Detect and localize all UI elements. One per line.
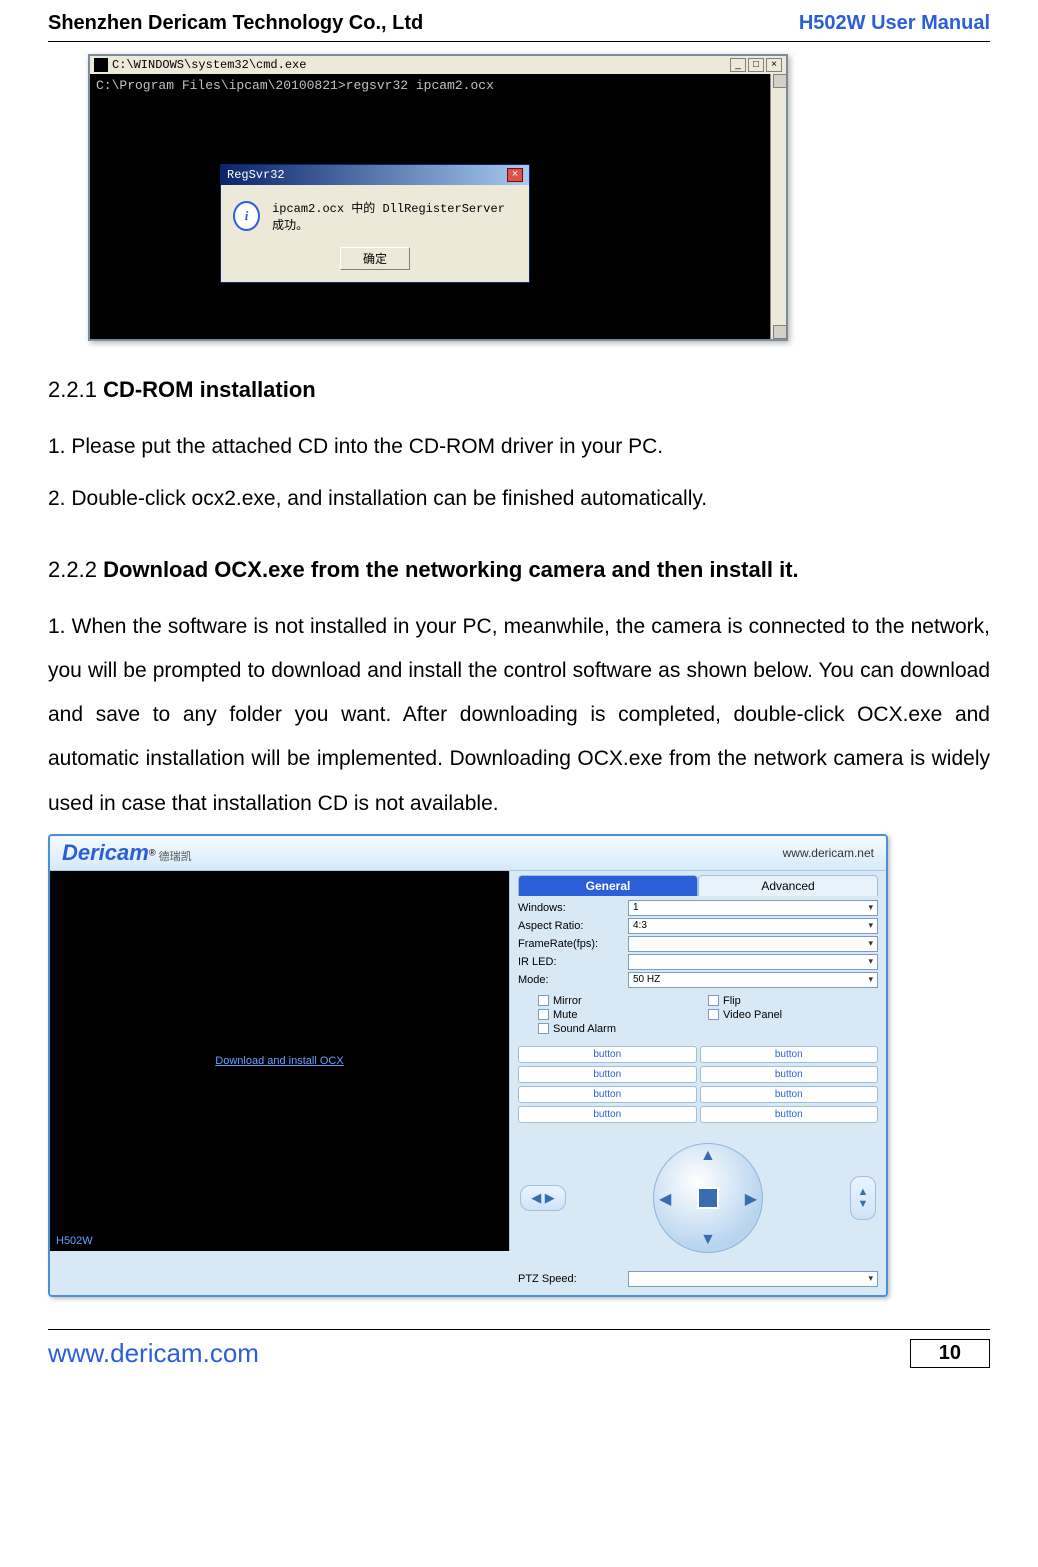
check-flip[interactable]: Flip — [708, 995, 878, 1007]
company-name: Shenzhen Dericam Technology Co., Ltd — [48, 12, 423, 35]
check-mute[interactable]: Mute — [538, 1009, 708, 1021]
tabs: General Advanced — [518, 875, 878, 896]
preset-button[interactable]: button — [518, 1066, 697, 1083]
dialog-message: ipcam2.ocx 中的 DllRegisterServer 成功。 — [272, 199, 517, 233]
checkbox-icon — [538, 1023, 549, 1034]
ptz-control: ▲ ▼ ◀ ▶ — [643, 1133, 773, 1263]
dialog-close-button[interactable]: × — [507, 168, 523, 182]
row-windows: Windows: 1 — [518, 900, 878, 916]
tilt-up-down-button[interactable]: ▲▼ — [850, 1176, 876, 1220]
preset-button[interactable]: button — [518, 1086, 697, 1103]
video-area: Download and install OCX H502W — [50, 871, 510, 1251]
section-2-2-2-heading: 2.2.2 Download OCX.exe from the networki… — [48, 557, 990, 583]
checkbox-group: Mirror Flip Mute Video Panel Sound Alarm — [518, 990, 878, 1040]
preset-button[interactable]: button — [700, 1046, 879, 1063]
control-panel: General Advanced Windows: 1 Aspect Ratio… — [510, 871, 886, 1295]
tab-general[interactable]: General — [518, 875, 698, 896]
preset-button[interactable]: button — [700, 1086, 879, 1103]
brand-cn: 德瑞凯 — [159, 851, 192, 863]
preset-button[interactable]: button — [518, 1046, 697, 1063]
ptz-right-icon[interactable]: ▶ — [745, 1189, 757, 1209]
preset-button[interactable]: button — [700, 1106, 879, 1123]
label-ptz-speed: PTZ Speed: — [518, 1273, 628, 1285]
label-aspect: Aspect Ratio: — [518, 920, 628, 932]
ptz-row: ◀ ▶ ▲ ▼ ◀ ▶ ▲▼ — [518, 1129, 878, 1267]
cmd-titlebar: C:\WINDOWS\system32\cmd.exe _ □ × — [90, 56, 786, 74]
logo-block: Dericam® 德瑞凯 — [62, 840, 192, 866]
select-irled[interactable] — [628, 954, 878, 970]
paragraph: 1. When the software is not installed in… — [48, 605, 990, 825]
download-ocx-link[interactable]: Download and install OCX — [215, 1055, 343, 1067]
label-framerate: FrameRate(fps): — [518, 938, 628, 950]
doc-title: H502W User Manual — [799, 12, 990, 35]
paragraph: 2. Double-click ocx2.exe, and installati… — [48, 477, 990, 521]
footer-url: www.dericam.com — [48, 1338, 259, 1369]
section-title: CD-ROM installation — [103, 377, 316, 402]
select-ptz-speed[interactable] — [628, 1271, 878, 1287]
select-mode[interactable]: 50 HZ — [628, 972, 878, 988]
window-controls: _ □ × — [730, 58, 782, 72]
dialog-titlebar: RegSvr32 × — [221, 165, 529, 185]
ui-header: Dericam® 德瑞凯 www.dericam.net — [50, 836, 886, 871]
preset-button[interactable]: button — [700, 1066, 879, 1083]
select-windows[interactable]: 1 — [628, 900, 878, 916]
close-button[interactable]: × — [766, 58, 782, 72]
select-aspect[interactable]: 4:3 — [628, 918, 878, 934]
section-2-2-2-body: 1. When the software is not installed in… — [48, 605, 990, 825]
row-framerate: FrameRate(fps): — [518, 936, 878, 952]
camera-ui-window: Dericam® 德瑞凯 www.dericam.net Download an… — [48, 834, 888, 1297]
cmd-prompt: C:\Program Files\ipcam\20100821>regsvr32… — [96, 78, 780, 93]
label-irled: IR LED: — [518, 956, 628, 968]
regsvr-dialog: RegSvr32 × i ipcam2.ocx 中的 DllRegisterSe… — [220, 164, 530, 283]
row-aspect: Aspect Ratio: 4:3 — [518, 918, 878, 934]
cmd-body: C:\Program Files\ipcam\20100821>regsvr32… — [90, 74, 786, 339]
page-footer: www.dericam.com 10 — [48, 1329, 990, 1389]
maximize-button[interactable]: □ — [748, 58, 764, 72]
dialog-title: RegSvr32 — [227, 168, 285, 182]
minimize-button[interactable]: _ — [730, 58, 746, 72]
row-ptz-speed: PTZ Speed: — [518, 1271, 878, 1287]
check-video-panel[interactable]: Video Panel — [708, 1009, 878, 1021]
cmd-icon — [94, 58, 108, 72]
tab-advanced[interactable]: Advanced — [698, 875, 878, 896]
page-header: Shenzhen Dericam Technology Co., Ltd H50… — [48, 12, 990, 42]
brand-url: www.dericam.net — [783, 846, 874, 860]
ptz-stop-button[interactable] — [697, 1187, 719, 1209]
row-irled: IR LED: — [518, 954, 878, 970]
ptz-down-icon[interactable]: ▼ — [700, 1231, 716, 1249]
cmd-window: C:\WINDOWS\system32\cmd.exe _ □ × C:\Pro… — [88, 54, 788, 341]
checkbox-icon — [538, 1009, 549, 1020]
preset-button[interactable]: button — [518, 1106, 697, 1123]
button-grid: button button button button button butto… — [518, 1046, 878, 1123]
ui-main: Download and install OCX H502W General A… — [50, 871, 886, 1295]
section-number: 2.2.1 — [48, 377, 97, 402]
section-2-2-1-heading: 2.2.1 CD-ROM installation — [48, 377, 990, 403]
select-framerate[interactable] — [628, 936, 878, 952]
section-number: 2.2.2 — [48, 557, 97, 582]
info-icon: i — [233, 201, 260, 231]
check-mirror[interactable]: Mirror — [538, 995, 708, 1007]
label-mode: Mode: — [518, 974, 628, 986]
page-number: 10 — [910, 1339, 990, 1368]
row-mode: Mode: 50 HZ — [518, 972, 878, 988]
dialog-body: i ipcam2.ocx 中的 DllRegisterServer 成功。 — [221, 185, 529, 247]
ptz-left-icon[interactable]: ◀ — [659, 1189, 671, 1209]
check-sound-alarm[interactable]: Sound Alarm — [538, 1023, 708, 1035]
ok-button[interactable]: 确定 — [340, 247, 410, 270]
section-title: Download OCX.exe from the networking cam… — [103, 557, 799, 582]
paragraph: 1. Please put the attached CD into the C… — [48, 425, 990, 469]
section-2-2-1-body: 1. Please put the attached CD into the C… — [48, 425, 990, 521]
checkbox-icon — [708, 995, 719, 1006]
scrollbar[interactable] — [770, 74, 786, 339]
model-label: H502W — [56, 1235, 93, 1247]
checkbox-icon — [708, 1009, 719, 1020]
label-windows: Windows: — [518, 902, 628, 914]
checkbox-icon — [538, 995, 549, 1006]
brand-logo: Dericam — [62, 840, 149, 865]
ptz-up-icon[interactable]: ▲ — [700, 1147, 716, 1165]
pan-left-right-button[interactable]: ◀ ▶ — [520, 1185, 566, 1211]
cmd-title: C:\WINDOWS\system32\cmd.exe — [112, 58, 730, 72]
